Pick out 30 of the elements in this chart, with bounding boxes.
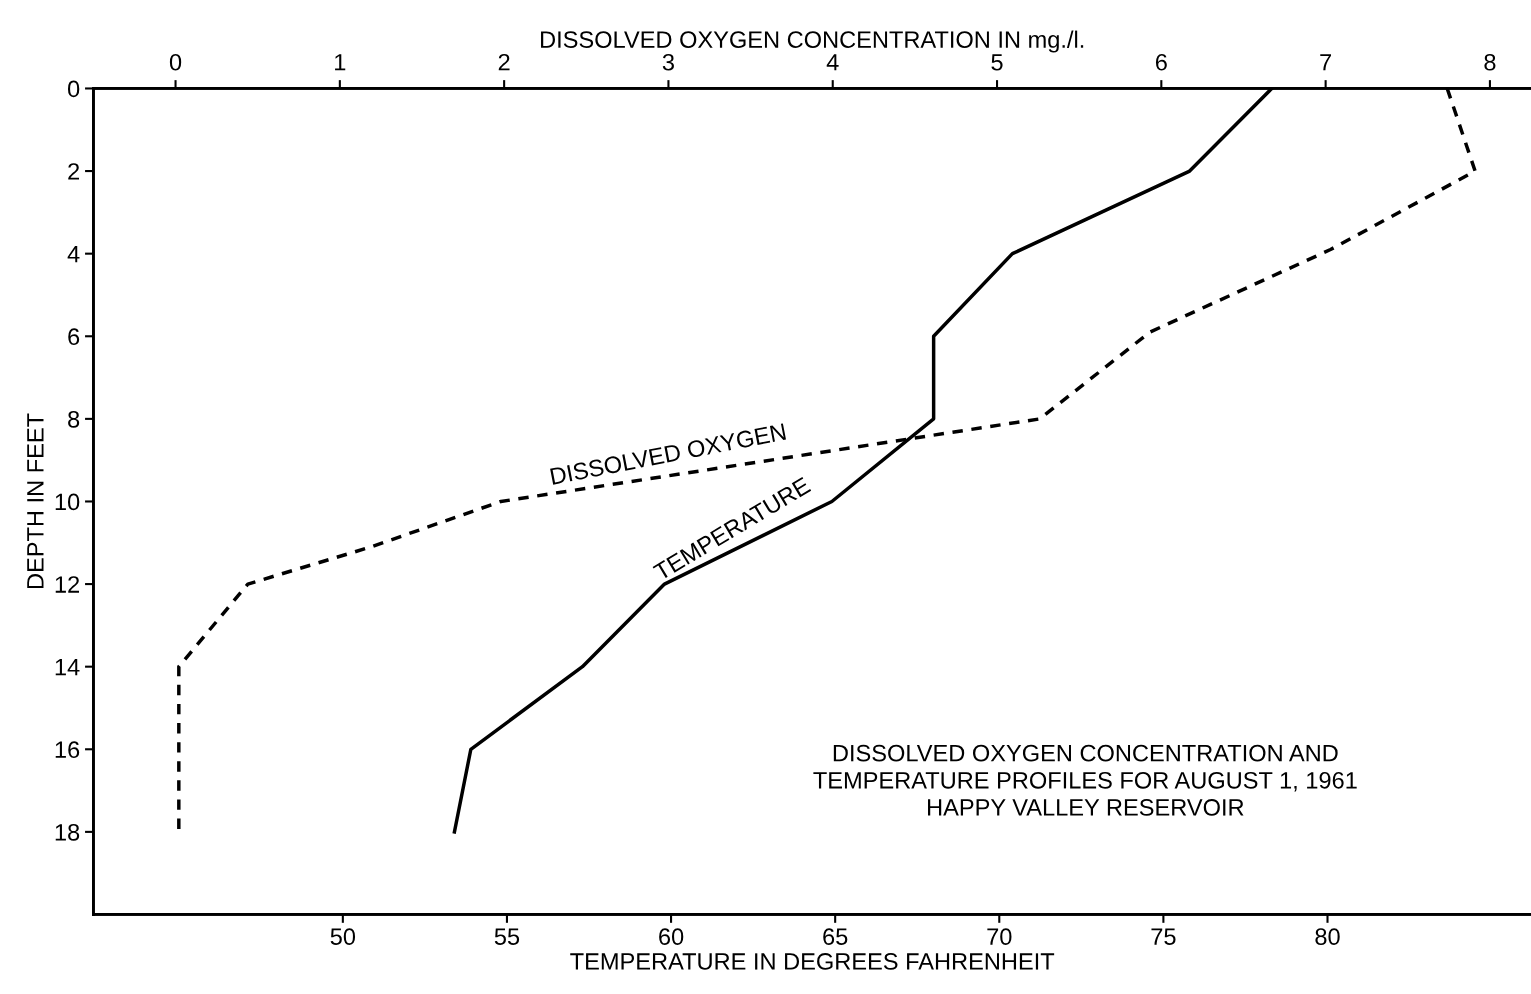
y-tick-label: 10: [55, 493, 80, 511]
x-tick-label: 50: [330, 928, 356, 946]
x2-tick-label: 8: [1484, 53, 1496, 71]
y-tick-label: 8: [68, 410, 80, 428]
y-tick-label: 12: [55, 576, 80, 593]
x2-axis-title: DISSOLVED OXYGEN CONCENTRATION IN mg./l.: [541, 30, 1084, 53]
y-tick-label: 14: [55, 658, 80, 676]
y-tick-label: 2: [68, 163, 80, 180]
y-tick-label: 16: [55, 741, 80, 759]
x2-tick-label: 0: [169, 53, 182, 71]
x-tick-label: 55: [494, 928, 520, 946]
y-tick-label: 6: [68, 328, 80, 346]
x2-tick-label: 3: [662, 53, 674, 71]
x2-tick-label: 1: [335, 54, 346, 71]
x-tick-label: 60: [659, 928, 684, 946]
x2-tick-label: 2: [498, 53, 510, 71]
y-tick-label: 4: [67, 245, 80, 263]
x2-tick-label: 7: [1320, 54, 1332, 71]
x-tick-label: 80: [1315, 928, 1340, 946]
x-tick-label: 75: [1151, 928, 1176, 946]
y-axis-title: DEPTH IN FEET: [27, 413, 44, 589]
x2-tick-label: 6: [1155, 53, 1167, 71]
x-axis-title: TEMPERATURE IN DEGREES FAHRENHEIT: [570, 953, 1055, 970]
x2-tick-label: 5: [991, 54, 1003, 71]
y-tick-label: 18: [55, 823, 80, 841]
x-tick-label: 70: [987, 928, 1012, 946]
annotation: DISSOLVED OXYGEN CONCENTRATION AND TEMPERATURE PROFILES FOR AUGUST 1, 1961 HAPPY VALLEY RESERVOIR: [813, 744, 1357, 816]
y-tick-label: 0: [67, 80, 80, 98]
x2-tick-label: 4: [826, 54, 839, 71]
x-tick-label: 65: [823, 928, 848, 946]
